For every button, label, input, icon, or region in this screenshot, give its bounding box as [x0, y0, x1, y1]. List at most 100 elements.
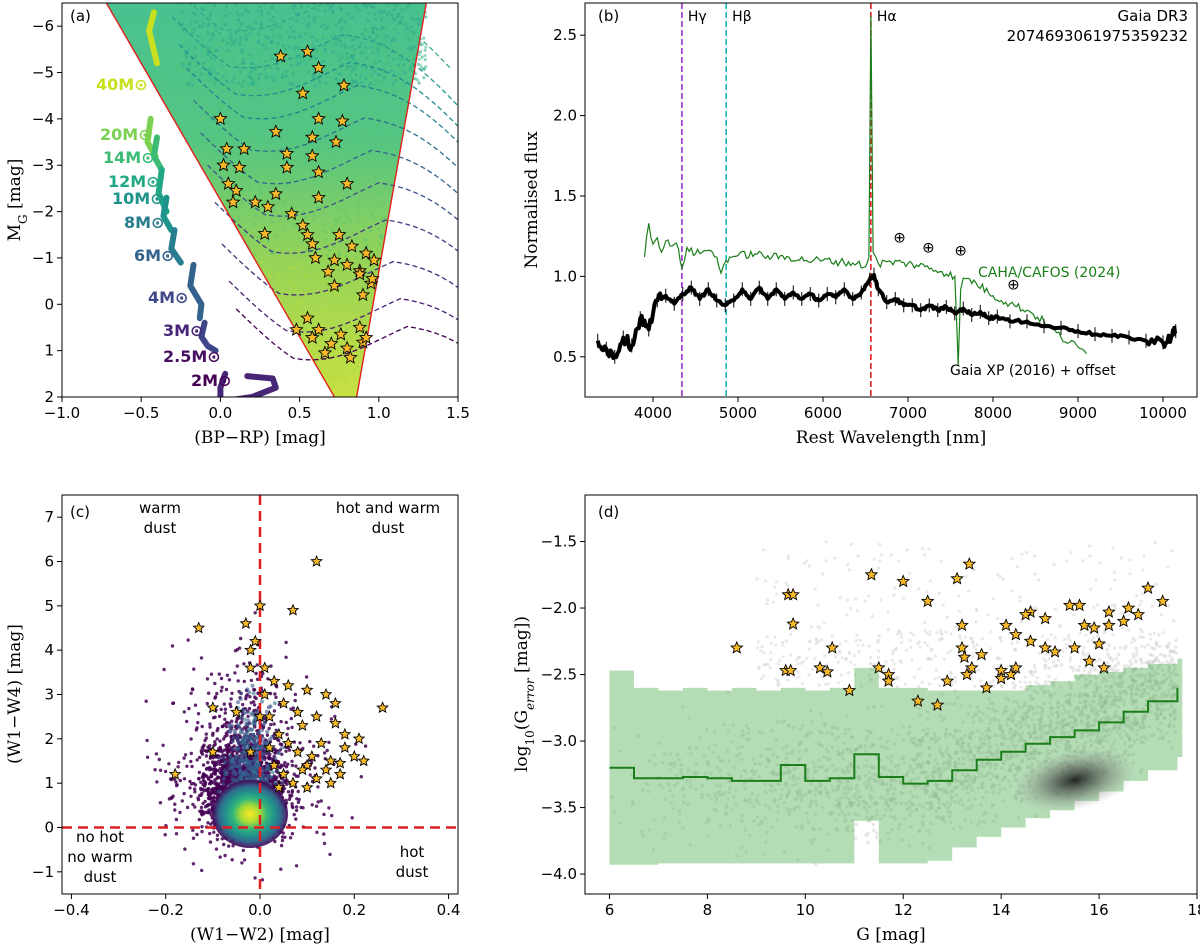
cmd-point [223, 23, 227, 27]
gaia-point [1010, 738, 1014, 743]
gaia-point [833, 803, 838, 808]
cmd-point [414, 77, 418, 81]
cmd-point [380, 191, 384, 195]
wise-point [218, 767, 222, 771]
cmd-point [351, 385, 355, 389]
cmd-point [343, 76, 347, 80]
cmd-point [408, 3, 412, 6]
star-marker [323, 336, 339, 350]
wise-point [204, 767, 209, 771]
cmd-point [357, 360, 360, 364]
gaia-point [953, 800, 957, 804]
cmd-point [299, 61, 303, 65]
gaia-point [1047, 674, 1051, 679]
cmd-point [219, 45, 223, 49]
cmd-point [255, 65, 258, 69]
star-marker [253, 710, 267, 723]
cmd-point [190, 76, 194, 80]
x-tick-label: −0.2 [147, 901, 183, 919]
cmd-point [183, 43, 187, 47]
cmd-point [200, 6, 204, 11]
panel-a: 40M⊙20M⊙14M⊙12M⊙10M⊙8M⊙6M⊙4M⊙3M⊙2.5M⊙2M⊙… [5, 2, 470, 448]
gaia-point [921, 728, 926, 732]
cmd-point [343, 90, 347, 94]
cmd-point [353, 321, 357, 325]
gaia-point [897, 826, 901, 831]
cmd-point [395, 3, 400, 6]
cmd-point [347, 325, 351, 329]
cmd-point [315, 38, 319, 42]
cmd-point [363, 139, 367, 143]
cmd-point [261, 52, 265, 56]
cmd-point [330, 360, 334, 364]
cmd-point [397, 56, 401, 60]
wise-point [274, 695, 278, 699]
x-tick-label: −1.0 [44, 404, 80, 422]
wise-point [238, 730, 243, 735]
cmd-point [339, 44, 343, 48]
cmd-point [300, 40, 304, 44]
cmd-point [380, 89, 384, 93]
wise-point [269, 775, 274, 780]
wise-point [253, 611, 257, 615]
cmd-point [322, 20, 327, 24]
wise-point [233, 772, 238, 777]
cmd-point [225, 48, 230, 53]
cmd-point [256, 51, 260, 55]
wise-point [329, 717, 334, 721]
wise-point [244, 763, 248, 768]
gaia-point [1152, 733, 1156, 737]
cmd-point [352, 37, 356, 42]
cmd-point [373, 84, 377, 88]
star-marker [311, 60, 326, 75]
y-tick-label: 1 [44, 774, 54, 792]
star-marker [213, 111, 228, 126]
wise-point [158, 801, 163, 805]
wise-point [291, 805, 295, 810]
star-marker [335, 113, 350, 128]
star-marker [216, 157, 231, 172]
wise-point [330, 813, 334, 818]
track-label: 2M⊙ [191, 371, 231, 390]
cmd-point [333, 337, 337, 340]
cmd-point [300, 4, 304, 8]
cmd-point [350, 15, 354, 19]
wise-point [224, 687, 229, 692]
wise-point [267, 755, 271, 759]
wise-point [260, 699, 264, 704]
cmd-point [293, 128, 297, 132]
star-marker [339, 257, 355, 272]
cmd-point [252, 86, 256, 90]
cmd-point [211, 173, 215, 177]
wise-point [223, 772, 228, 777]
cmd-point [204, 24, 208, 28]
cmd-point [301, 265, 305, 269]
cmd-point [364, 99, 368, 103]
wise-point [363, 744, 368, 748]
cmd-point [401, 52, 405, 56]
cmd-point [338, 39, 343, 43]
wise-point [185, 805, 190, 810]
gaia-point [1049, 705, 1053, 710]
cmd-point [369, 132, 372, 136]
wise-point [190, 687, 195, 692]
cmd-point [157, 72, 161, 76]
cmd-point [371, 67, 375, 71]
gaia-point [1122, 699, 1127, 703]
wise-point [192, 667, 196, 671]
gaia-point [1171, 685, 1176, 689]
cmd-point [329, 40, 333, 45]
gaia-point [1081, 730, 1085, 735]
gaia-point [1093, 693, 1097, 697]
cmd-point [357, 203, 361, 207]
cmd-point [323, 48, 327, 52]
cmd-point [332, 54, 336, 58]
cmd-point [284, 70, 289, 74]
cmd-point [338, 343, 342, 347]
wise-point [275, 769, 280, 774]
cmd-point [255, 33, 260, 37]
wise-point [253, 876, 257, 880]
cmd-point [246, 52, 250, 56]
cmd-point [367, 83, 371, 87]
star-marker [286, 603, 300, 616]
